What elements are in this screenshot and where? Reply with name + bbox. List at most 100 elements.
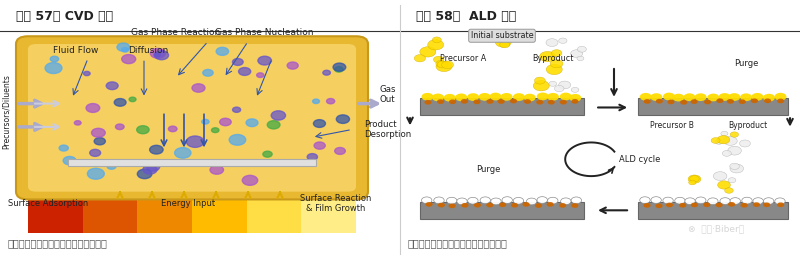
Circle shape: [751, 98, 758, 103]
Circle shape: [663, 197, 674, 204]
Circle shape: [728, 178, 736, 183]
Circle shape: [547, 197, 558, 204]
Circle shape: [708, 198, 718, 205]
Circle shape: [287, 62, 298, 69]
Text: Product
Desorption: Product Desorption: [364, 120, 411, 139]
Text: Precursor A: Precursor A: [440, 54, 486, 63]
Circle shape: [122, 55, 136, 64]
Circle shape: [334, 67, 343, 72]
Bar: [28, 196, 82, 233]
Circle shape: [229, 134, 246, 145]
Circle shape: [333, 63, 346, 71]
Circle shape: [314, 120, 326, 127]
Circle shape: [722, 150, 731, 156]
Circle shape: [480, 197, 490, 204]
Circle shape: [514, 197, 524, 204]
Circle shape: [534, 81, 550, 91]
Text: ⊗  雪球·Biber研: ⊗ 雪球·Biber研: [688, 225, 744, 234]
Bar: [192, 196, 246, 233]
Circle shape: [490, 93, 502, 100]
Bar: [246, 196, 302, 233]
Circle shape: [426, 202, 433, 207]
Circle shape: [550, 60, 563, 68]
Text: Gas Phase Nucleation: Gas Phase Nucleation: [214, 28, 314, 37]
Circle shape: [559, 203, 566, 208]
Circle shape: [739, 140, 750, 147]
Circle shape: [437, 99, 444, 104]
Circle shape: [461, 99, 468, 104]
Circle shape: [420, 47, 436, 57]
Circle shape: [336, 115, 350, 123]
Circle shape: [694, 93, 706, 101]
Circle shape: [537, 197, 547, 203]
Bar: [68, 159, 316, 166]
Circle shape: [455, 93, 467, 101]
Circle shape: [94, 138, 106, 145]
Circle shape: [414, 55, 426, 62]
Circle shape: [436, 60, 446, 67]
Circle shape: [186, 136, 204, 147]
Circle shape: [137, 126, 149, 134]
Circle shape: [571, 99, 578, 104]
Circle shape: [446, 197, 457, 204]
Circle shape: [115, 124, 124, 130]
Circle shape: [474, 99, 481, 104]
Circle shape: [715, 139, 722, 144]
Circle shape: [486, 99, 494, 104]
Circle shape: [498, 99, 505, 104]
Circle shape: [74, 121, 81, 125]
Circle shape: [777, 99, 784, 103]
Circle shape: [753, 198, 763, 204]
Circle shape: [150, 48, 166, 58]
Circle shape: [271, 111, 286, 120]
Circle shape: [86, 104, 100, 112]
Circle shape: [307, 154, 318, 160]
Circle shape: [467, 93, 479, 101]
Circle shape: [689, 180, 696, 185]
Circle shape: [728, 202, 735, 207]
Circle shape: [106, 82, 118, 90]
Circle shape: [192, 84, 205, 92]
Circle shape: [656, 99, 663, 104]
Circle shape: [146, 162, 160, 171]
Circle shape: [422, 93, 434, 101]
Circle shape: [548, 100, 555, 105]
Circle shape: [220, 118, 231, 126]
Circle shape: [558, 38, 567, 44]
Circle shape: [138, 169, 152, 179]
Circle shape: [549, 81, 557, 86]
Circle shape: [524, 94, 536, 102]
Circle shape: [685, 198, 695, 205]
Circle shape: [640, 197, 650, 204]
Circle shape: [643, 203, 650, 208]
Circle shape: [730, 163, 739, 169]
Circle shape: [716, 98, 723, 103]
Circle shape: [432, 37, 442, 43]
Circle shape: [571, 197, 582, 204]
Circle shape: [238, 68, 250, 75]
Circle shape: [511, 203, 518, 207]
Circle shape: [422, 197, 432, 204]
Text: Diffusion: Diffusion: [128, 46, 168, 55]
Text: Fluid Flow: Fluid Flow: [54, 46, 98, 55]
Text: Surface Adsorption: Surface Adsorption: [8, 199, 88, 208]
Circle shape: [117, 43, 130, 51]
Circle shape: [651, 197, 662, 203]
Circle shape: [211, 128, 219, 133]
Circle shape: [690, 203, 698, 207]
Circle shape: [774, 198, 785, 205]
Circle shape: [495, 37, 511, 47]
Circle shape: [547, 93, 559, 101]
Circle shape: [774, 93, 786, 100]
Circle shape: [535, 203, 542, 208]
Circle shape: [728, 146, 742, 155]
Circle shape: [510, 99, 517, 103]
Circle shape: [334, 147, 346, 154]
Text: 图表 58：  ALD 原理: 图表 58： ALD 原理: [416, 10, 516, 23]
Circle shape: [114, 99, 126, 106]
Circle shape: [571, 87, 579, 92]
Circle shape: [561, 198, 571, 205]
Circle shape: [644, 99, 651, 104]
Circle shape: [764, 98, 771, 103]
Text: Gas Phase Reaction: Gas Phase Reaction: [131, 28, 221, 37]
